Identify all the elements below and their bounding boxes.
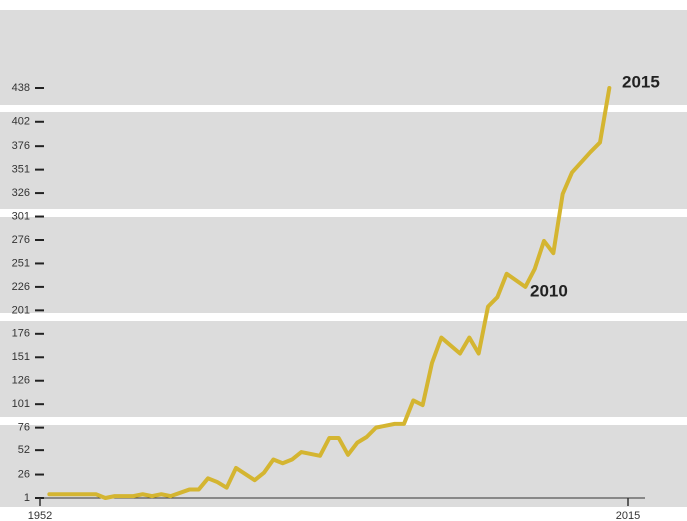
y-tick-label: 251	[12, 257, 30, 269]
y-tick-label: 126	[12, 375, 30, 387]
y-tick-label: 151	[12, 351, 30, 363]
y-tick-label: 176	[12, 328, 30, 340]
y-tick-label: 438	[12, 82, 30, 94]
annotation: 2010	[530, 281, 568, 300]
y-tick-label: 101	[12, 398, 30, 410]
y-tick-label: 52	[18, 444, 30, 456]
y-tick-label: 26	[18, 468, 30, 480]
data-line	[47, 86, 612, 500]
band-gap	[0, 105, 687, 112]
y-tick-label: 201	[12, 304, 30, 316]
y-tick-label: 226	[12, 281, 30, 293]
y-tick-label: 376	[12, 140, 30, 152]
y-tick-label: 402	[12, 116, 30, 128]
plot-background	[0, 10, 687, 507]
y-tick-label: 76	[18, 422, 30, 434]
y-tick-label: 1	[24, 492, 30, 504]
y-tick-label: 301	[12, 210, 30, 222]
y-tick-label: 276	[12, 234, 30, 246]
band-gap	[0, 313, 687, 321]
band-gap	[0, 209, 687, 217]
band-gap	[0, 417, 687, 425]
x-tick-label: 2015	[616, 510, 640, 521]
x-tick-label: 1952	[28, 510, 52, 521]
y-tick-label: 326	[12, 187, 30, 199]
annotation: 2015	[622, 72, 660, 91]
y-tick-label: 351	[12, 164, 30, 176]
